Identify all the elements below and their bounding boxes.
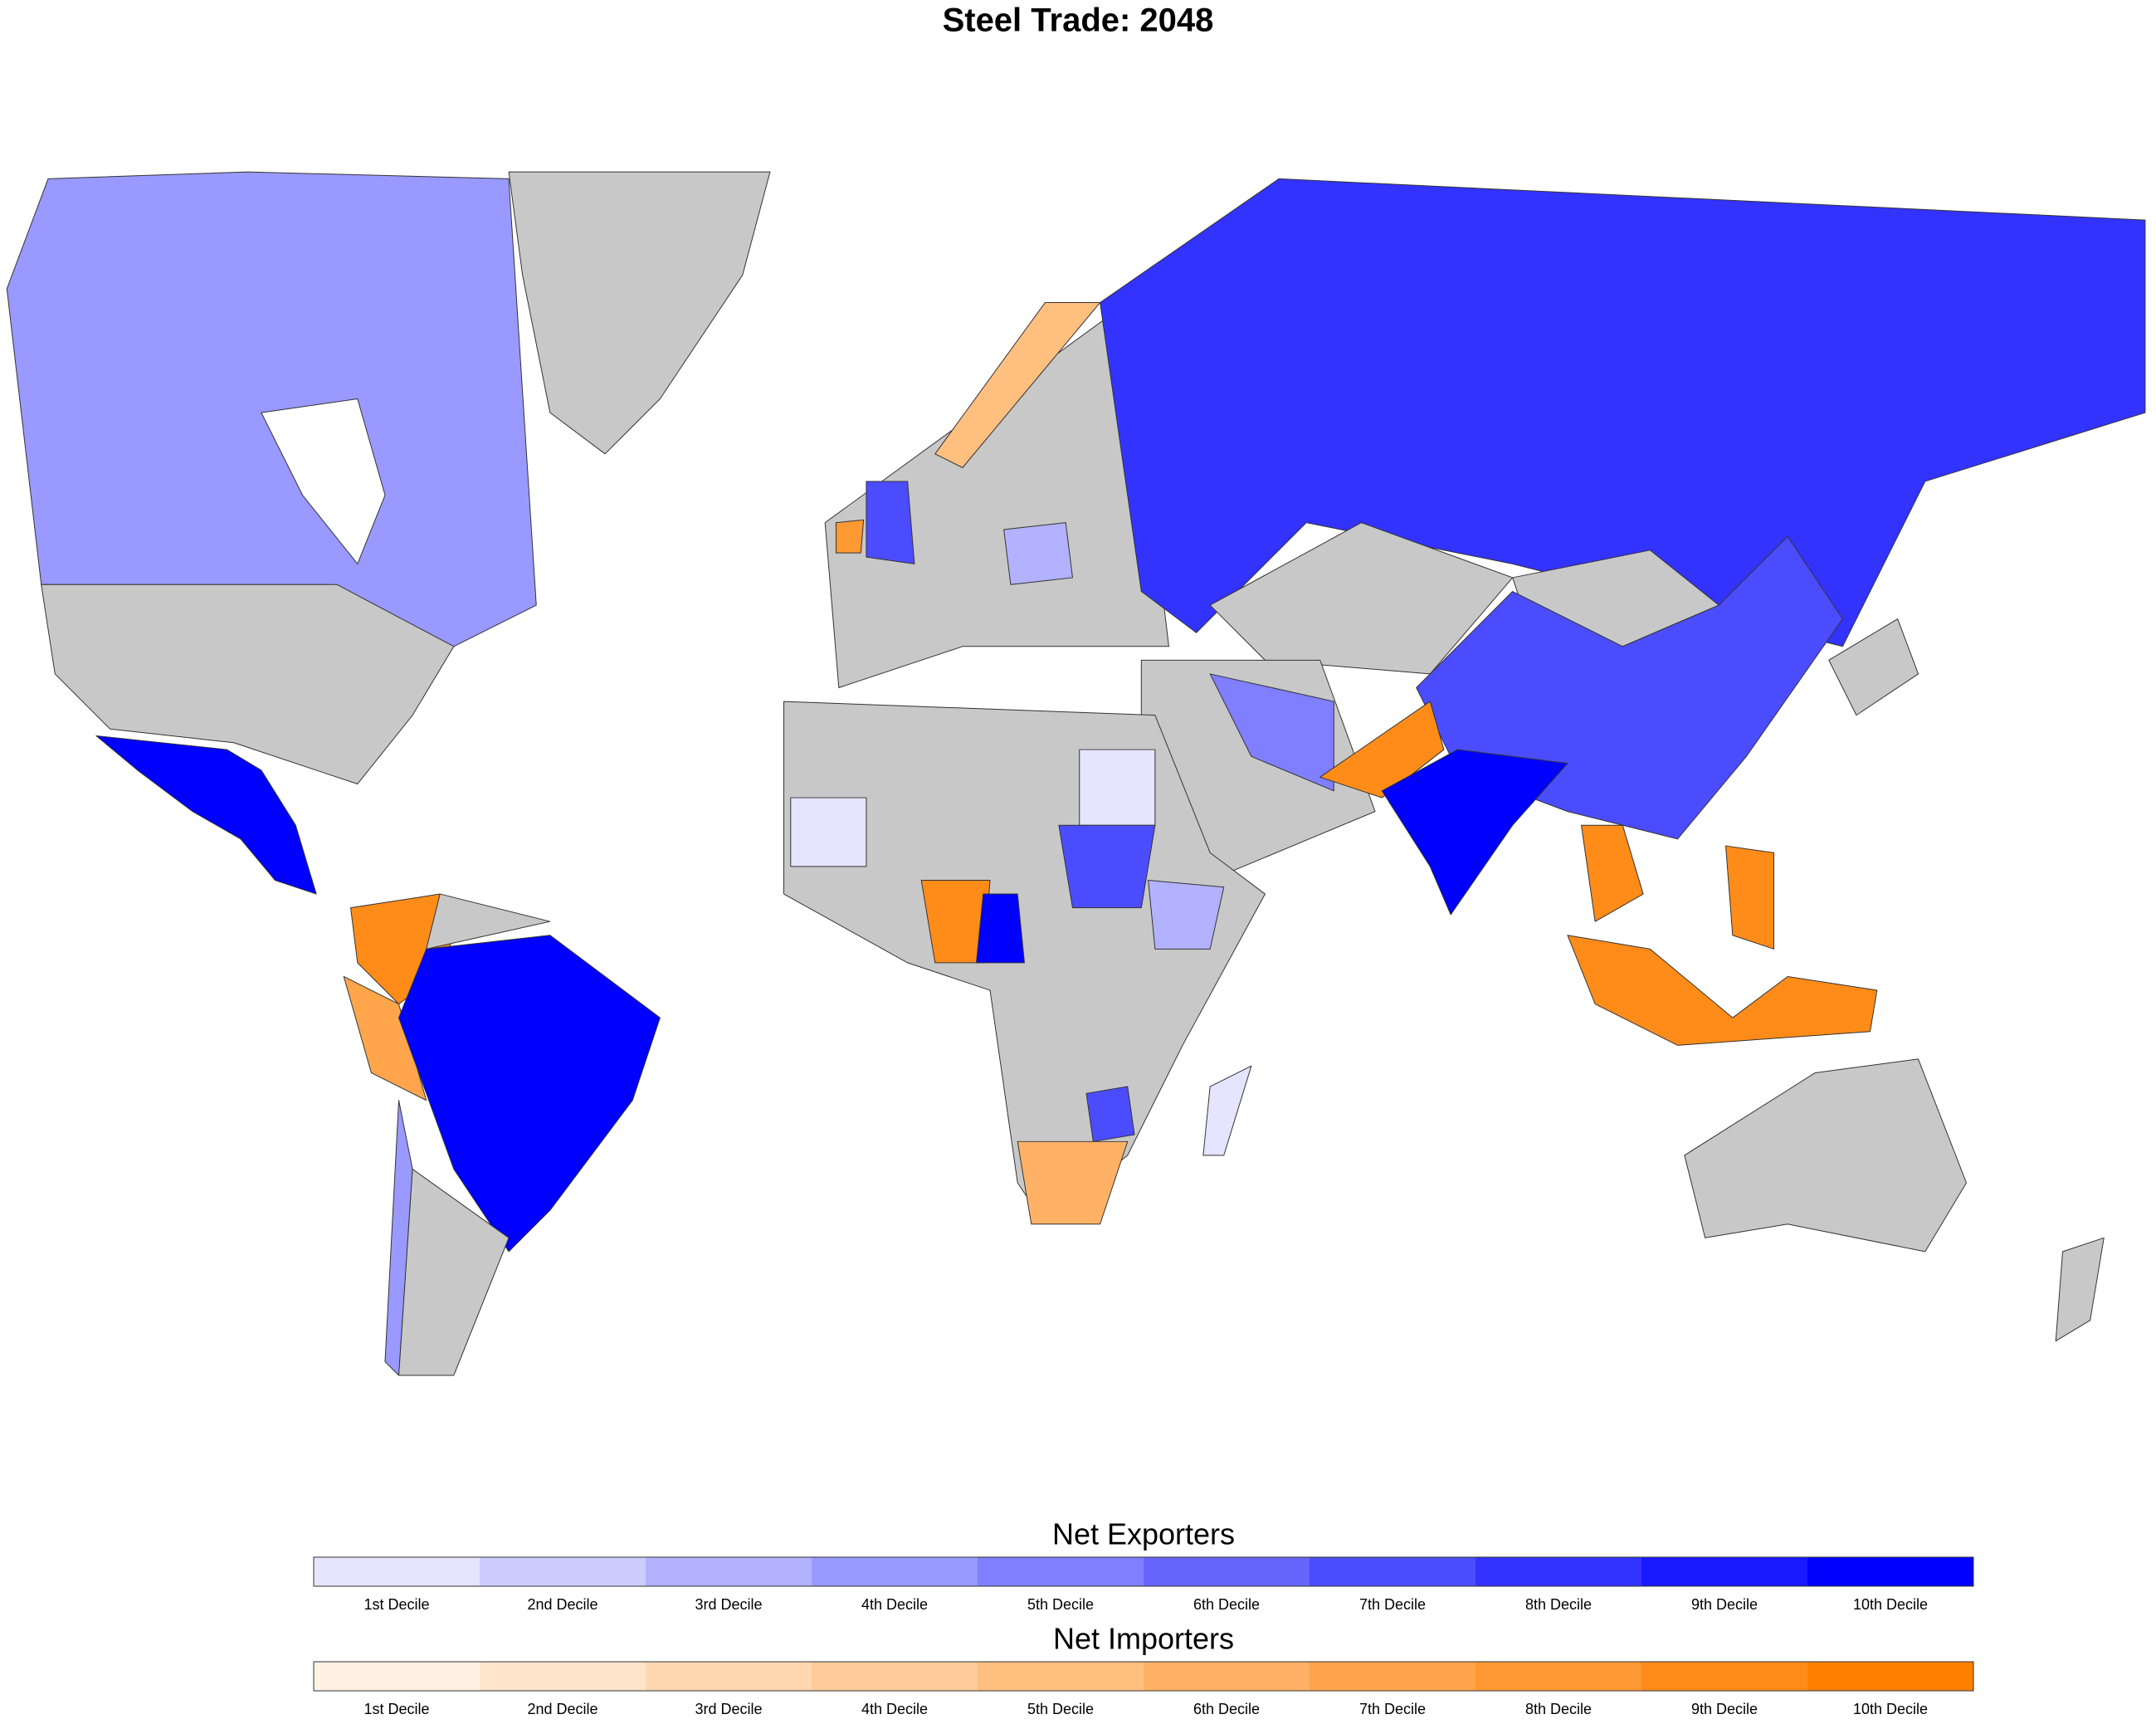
country — [1085, 1086, 1135, 1142]
legend-swatch — [812, 1557, 978, 1586]
country — [1725, 845, 1775, 950]
legend-label: 8th Decile — [1525, 1596, 1592, 1613]
legend-label: 7th Decile — [1359, 1596, 1426, 1613]
country — [41, 584, 455, 784]
legend-swatch — [480, 1662, 646, 1691]
country — [1202, 1065, 1252, 1156]
legend-swatch — [1310, 1662, 1476, 1691]
legend-title: Net Importers — [1053, 1622, 1234, 1656]
legend-swatch — [1310, 1557, 1476, 1586]
country — [1381, 749, 1568, 916]
legend-label: 8th Decile — [1525, 1701, 1592, 1717]
country — [1079, 749, 1156, 826]
legend-label: 7th Decile — [1359, 1701, 1426, 1717]
legend-frame — [313, 1661, 1974, 1692]
legend-label: 6th Decile — [1193, 1701, 1260, 1717]
country — [1148, 879, 1225, 950]
legend-swatch — [1807, 1662, 1973, 1691]
legend-label: 2nd Decile — [527, 1701, 598, 1717]
country — [261, 398, 386, 564]
legend-label: 5th Decile — [1027, 1596, 1094, 1613]
country — [6, 171, 537, 647]
legend-frame — [313, 1556, 1974, 1587]
country — [790, 797, 867, 867]
country — [1003, 522, 1073, 585]
world-map — [6, 171, 2146, 1376]
country — [426, 893, 551, 950]
legend-swatch — [1144, 1557, 1310, 1586]
country — [975, 893, 1025, 964]
country — [508, 171, 771, 455]
legend-swatch — [1476, 1662, 1641, 1691]
legend-label: 9th Decile — [1691, 1596, 1758, 1613]
legend-swatch — [314, 1557, 480, 1586]
country — [398, 935, 661, 1253]
legend-swatch — [1476, 1557, 1641, 1586]
legend-label: 1st Decile — [363, 1701, 429, 1717]
country — [1684, 1058, 1968, 1253]
legend-label: 4th Decile — [861, 1596, 928, 1613]
country — [866, 481, 915, 564]
legend-swatch — [812, 1662, 978, 1691]
map-title: Steel Trade: 2048 — [943, 2, 1214, 39]
country — [835, 519, 865, 554]
country — [1567, 935, 1878, 1046]
legend-label: 9th Decile — [1691, 1701, 1758, 1717]
country — [343, 975, 427, 1101]
legend-label: 2nd Decile — [527, 1596, 598, 1613]
legend-swatch — [480, 1557, 646, 1586]
legend-swatch — [1641, 1662, 1807, 1691]
country — [1017, 1140, 1129, 1225]
legend-label: 4th Decile — [861, 1701, 928, 1717]
legend-label: 6th Decile — [1193, 1596, 1260, 1613]
legend-swatch — [978, 1662, 1144, 1691]
legend-swatch — [314, 1662, 480, 1691]
country — [1209, 673, 1334, 792]
legend-label: 10th Decile — [1853, 1596, 1928, 1613]
country — [95, 735, 317, 895]
legend-swatch — [1641, 1557, 1807, 1586]
country — [1058, 824, 1156, 909]
legend-swatch — [978, 1557, 1144, 1586]
legend-label: 5th Decile — [1027, 1701, 1094, 1717]
legend-label: 1st Decile — [363, 1596, 429, 1613]
country — [398, 1168, 510, 1376]
legend-swatch — [646, 1662, 812, 1691]
legend-label: 3rd Decile — [695, 1596, 762, 1613]
country — [2055, 1237, 2105, 1342]
country — [824, 302, 1169, 688]
legend-swatch — [1807, 1557, 1973, 1586]
legends: Net Exporters 1st Decile 2nd Decile 3rd Dec… — [313, 1517, 1974, 1717]
country — [1581, 824, 1644, 922]
legend-label: 10th Decile — [1853, 1701, 1928, 1717]
legend-label: 3rd Decile — [695, 1701, 762, 1717]
country — [1828, 618, 1919, 716]
legend-swatch — [1144, 1662, 1310, 1691]
legend-swatch — [646, 1557, 812, 1586]
country — [1209, 522, 1514, 675]
legend-title: Net Exporters — [1052, 1517, 1235, 1551]
